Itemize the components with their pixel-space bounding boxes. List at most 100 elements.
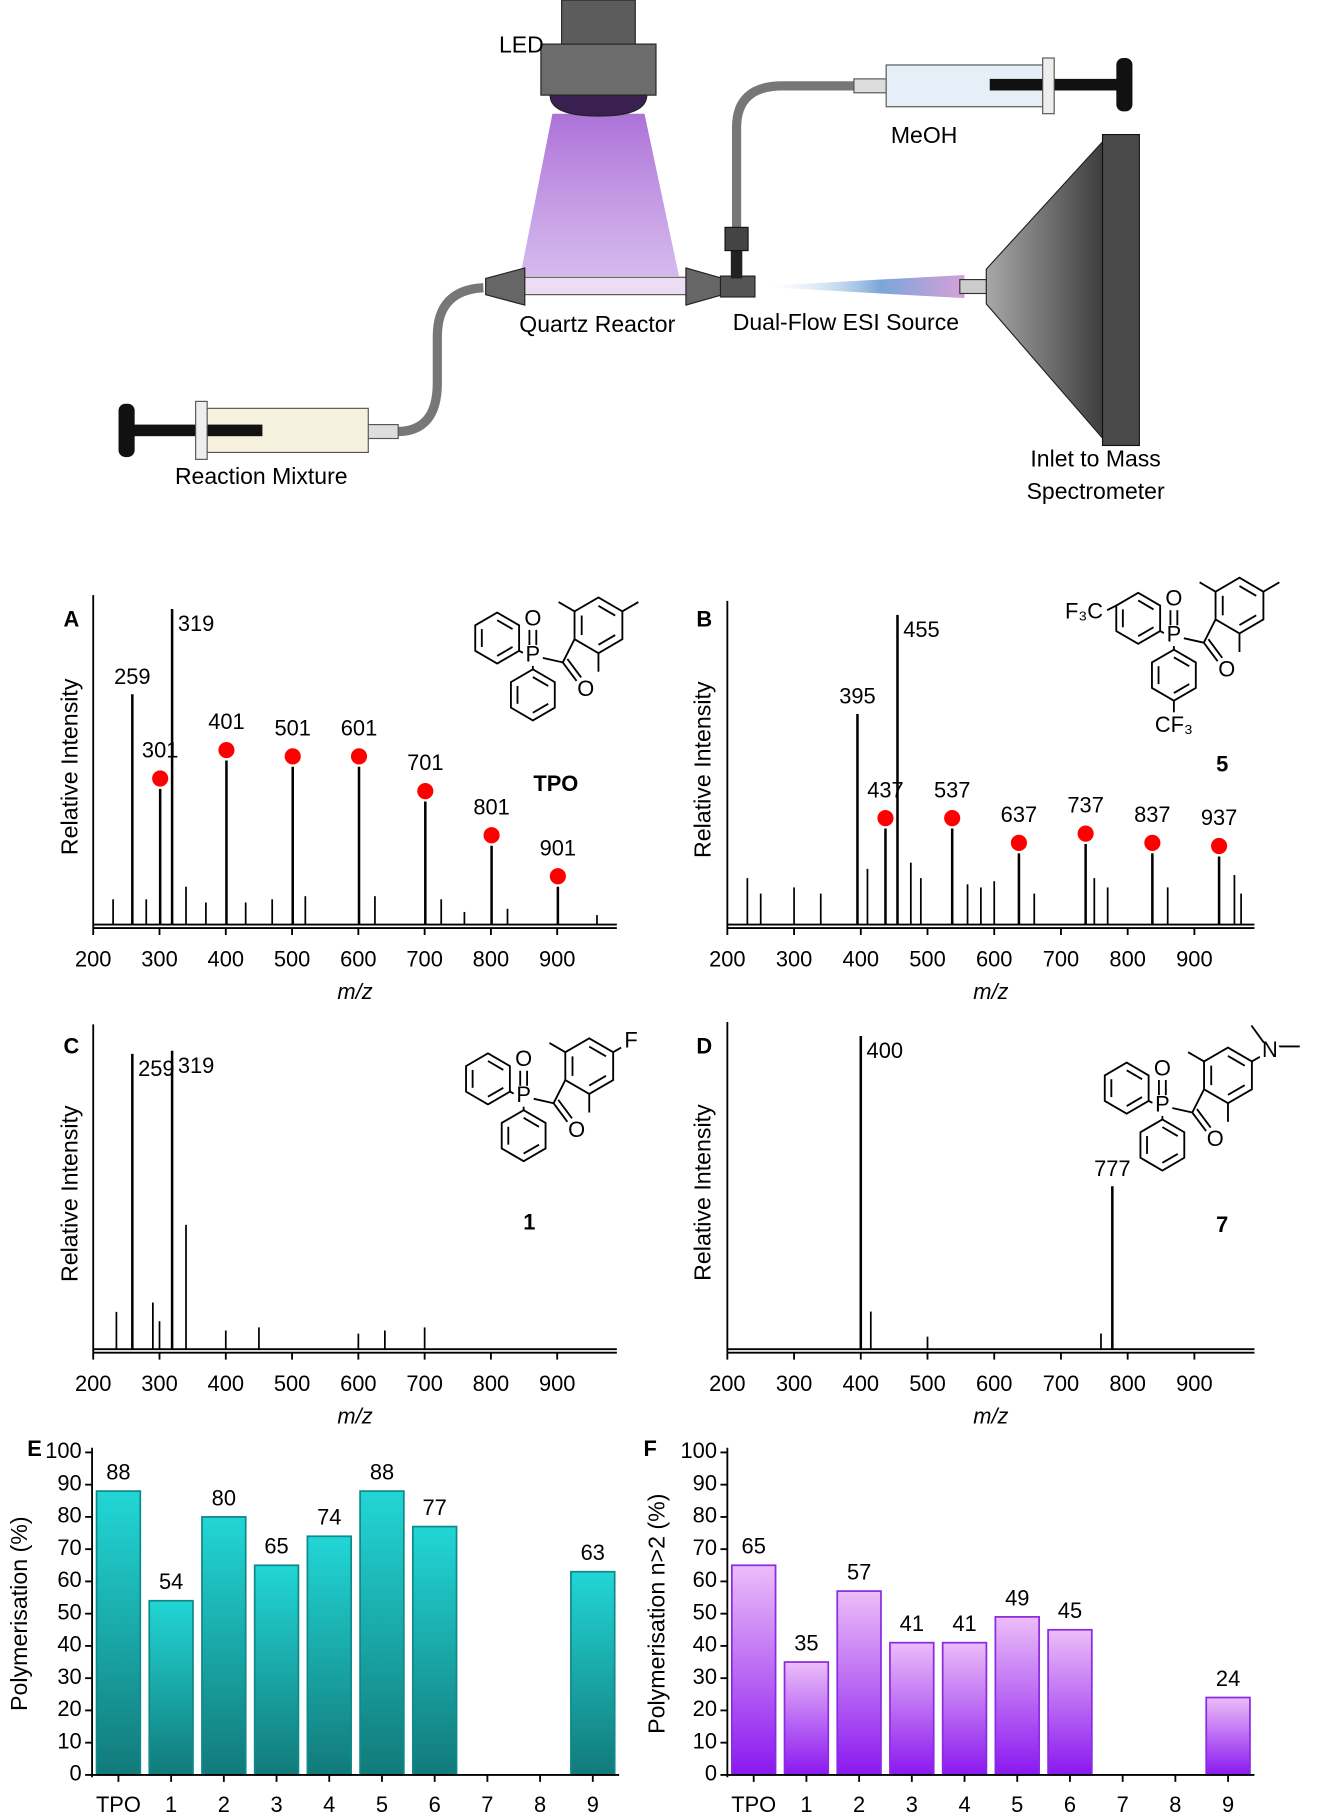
bond bbox=[523, 1117, 540, 1128]
x-tick-label: 300 bbox=[776, 946, 812, 971]
bar bbox=[836, 1590, 882, 1776]
bond bbox=[552, 1102, 569, 1123]
x-tick-label: 300 bbox=[141, 1371, 177, 1396]
x-tick-label: 800 bbox=[473, 946, 509, 971]
x-tick-label: 900 bbox=[1176, 1371, 1212, 1396]
atom-mask bbox=[513, 1049, 534, 1071]
value-label: 35 bbox=[794, 1630, 818, 1655]
x-tick-label: 600 bbox=[976, 946, 1012, 971]
y-tick-label: 60 bbox=[57, 1567, 81, 1592]
x-tick-label: 7 bbox=[481, 1792, 493, 1817]
y-tick-label: 70 bbox=[693, 1535, 717, 1560]
spray bbox=[754, 274, 965, 299]
label: LED bbox=[499, 31, 544, 57]
bar bbox=[148, 1599, 194, 1776]
atom-label: F bbox=[624, 1027, 637, 1052]
syringe-tip bbox=[853, 78, 890, 94]
atom-label: O bbox=[1154, 1055, 1171, 1080]
peak-label: 319 bbox=[178, 1053, 214, 1078]
ring bbox=[1139, 1118, 1186, 1172]
atom-label: O bbox=[1218, 656, 1235, 681]
peak-marker bbox=[1077, 825, 1094, 842]
bond bbox=[496, 646, 513, 657]
x-tick-label: 500 bbox=[274, 946, 310, 971]
bond bbox=[588, 1045, 607, 1058]
x-tick-label: 500 bbox=[909, 946, 945, 971]
x-tick-label: 1 bbox=[800, 1792, 812, 1817]
atom-label: O bbox=[524, 605, 541, 630]
peak-label: 537 bbox=[934, 777, 970, 802]
bond bbox=[1191, 1111, 1207, 1132]
bond bbox=[1207, 638, 1223, 659]
bar bbox=[95, 1490, 142, 1776]
y-tick-label: 70 bbox=[57, 1535, 81, 1560]
bond bbox=[496, 619, 513, 630]
bar bbox=[201, 1516, 247, 1776]
panel-label: A bbox=[63, 606, 79, 631]
x-tick-label: 400 bbox=[208, 946, 244, 971]
atom-label: O bbox=[568, 1117, 585, 1142]
x-tick-label: 6 bbox=[429, 1792, 441, 1817]
mass-inlet bbox=[985, 137, 1106, 443]
bond bbox=[588, 1075, 607, 1087]
bond bbox=[532, 676, 549, 687]
atom-mask bbox=[1259, 1040, 1281, 1062]
x-tick-label: 200 bbox=[709, 946, 745, 971]
x-tick-label: 800 bbox=[1109, 1371, 1145, 1396]
label: Inlet to Mass bbox=[1030, 446, 1160, 472]
x-tick-label: TPO bbox=[96, 1792, 141, 1817]
peak-marker bbox=[549, 868, 566, 885]
value-label: 41 bbox=[900, 1611, 924, 1636]
x-tick-label: 3 bbox=[906, 1792, 918, 1817]
y-axis-label: Polymerisation (%) bbox=[6, 1516, 32, 1711]
bar bbox=[994, 1616, 1040, 1776]
value-label: 77 bbox=[423, 1495, 447, 1520]
x-tick-label: 200 bbox=[75, 946, 111, 971]
x-tick-label: TPO bbox=[731, 1792, 776, 1817]
syringe-handle bbox=[1116, 58, 1133, 112]
atom-mask bbox=[1216, 660, 1238, 681]
atom-mask bbox=[620, 1031, 642, 1053]
compound-name: 1 bbox=[523, 1210, 535, 1235]
x-tick-label: 3 bbox=[270, 1792, 282, 1817]
peak-label: 901 bbox=[540, 835, 576, 860]
bar bbox=[889, 1641, 935, 1776]
connector bbox=[485, 267, 526, 306]
x-tick-label: 900 bbox=[539, 946, 575, 971]
bond bbox=[1199, 581, 1217, 593]
y-tick-label: 10 bbox=[693, 1728, 717, 1753]
atom-label: O bbox=[515, 1046, 532, 1071]
value-label: 88 bbox=[370, 1459, 394, 1484]
value-label: 41 bbox=[952, 1611, 976, 1636]
x-tick-label: 9 bbox=[587, 1792, 599, 1817]
x-axis-label: m/z bbox=[973, 979, 1008, 1004]
value-label: 45 bbox=[1058, 1598, 1082, 1623]
label: Dual-Flow ESI Source bbox=[733, 309, 959, 335]
x-tick-label: 200 bbox=[75, 1371, 111, 1396]
bond bbox=[1262, 581, 1280, 593]
y-tick-label: 100 bbox=[681, 1438, 717, 1463]
bond bbox=[1137, 626, 1155, 637]
peak-label: 777 bbox=[1094, 1156, 1130, 1181]
peak-label: 401 bbox=[208, 709, 244, 734]
schematic: LED MeOH Quartz Reactor Dual-Flow ESI So… bbox=[118, 0, 1165, 504]
bond bbox=[1250, 1024, 1265, 1044]
peak-label: 601 bbox=[341, 715, 377, 740]
bond bbox=[621, 601, 639, 613]
bond bbox=[1239, 614, 1257, 626]
atom-label: CF₃ bbox=[1155, 712, 1193, 737]
y-tick-label: 90 bbox=[57, 1470, 81, 1495]
esi-tee bbox=[719, 275, 756, 298]
peak-label: 455 bbox=[903, 617, 939, 642]
compound-name: 5 bbox=[1216, 751, 1228, 776]
connector bbox=[685, 267, 724, 306]
peak-label: 437 bbox=[867, 777, 903, 802]
y-axis-label: Relative Intensity bbox=[57, 1105, 83, 1282]
led-body bbox=[540, 43, 657, 96]
y-tick-label: 80 bbox=[693, 1503, 717, 1528]
x-tick-label: 8 bbox=[534, 1792, 546, 1817]
x-tick-label: 2 bbox=[853, 1792, 865, 1817]
bond bbox=[1171, 1106, 1193, 1114]
x-tick-label: 500 bbox=[909, 1371, 945, 1396]
